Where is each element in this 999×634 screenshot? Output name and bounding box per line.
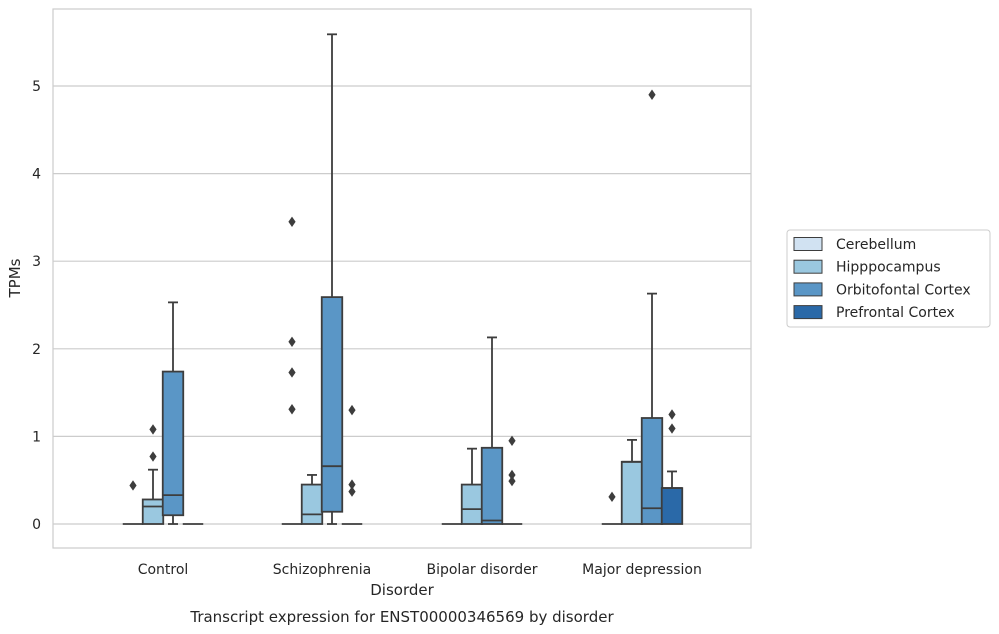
box-orbitofontal-cortex [480, 336, 504, 525]
box-body [640, 417, 664, 525]
box-body [460, 483, 484, 525]
y-tick-label: 1 [32, 429, 41, 445]
x-tick-label: Schizophrenia [273, 562, 371, 578]
legend-label: Prefrontal Cortex [836, 305, 955, 321]
boxes [122, 33, 684, 525]
box-orbitofontal-cortex [320, 33, 344, 525]
chart-title: Transcript expression for ENST0000034656… [189, 608, 614, 626]
outlier-point [508, 469, 516, 481]
legend: Cerebellum Hipppocampus Orbitofontal Corte… [786, 229, 991, 328]
outlier-point [348, 479, 356, 490]
y-tick-labels: 0 1 2 3 4 5 [32, 79, 41, 533]
outlier-point [348, 404, 356, 416]
y-tick-label: 5 [32, 79, 41, 95]
legend-swatch [793, 282, 823, 297]
x-tick-label: Control [138, 562, 189, 578]
outlier-point [648, 89, 656, 100]
outlier-point [668, 423, 676, 434]
box-body [320, 296, 344, 513]
legend-frame [786, 229, 991, 328]
outlier-point [129, 480, 137, 491]
x-tick-label: Bipolar disorder [426, 562, 537, 578]
legend-swatch [793, 305, 823, 320]
y-tick-label: 0 [32, 517, 41, 533]
outlier-point [508, 435, 516, 446]
outliers [129, 89, 676, 503]
box-body [620, 460, 644, 525]
x-tick-label: Major depression [582, 562, 702, 578]
box-orbitofontal-cortex [161, 301, 185, 525]
y-tick-label: 3 [32, 254, 41, 270]
y-tick-label: 4 [32, 167, 41, 183]
x-tick-labels: Control Schizophrenia Bipolar disorder Majo… [138, 562, 702, 578]
box-hipppocampus [141, 468, 165, 525]
legend-swatch [793, 237, 823, 251]
outlier-point [608, 491, 616, 503]
box-body [141, 498, 165, 525]
outlier-point [668, 409, 676, 420]
box-body [300, 483, 324, 525]
box-body [660, 487, 684, 525]
box-body [480, 446, 504, 525]
legend-swatch [793, 259, 823, 274]
outlier-point [348, 486, 356, 497]
outlier-point [149, 424, 157, 435]
outlier-point [149, 451, 157, 462]
legend-label: Cerebellum [836, 237, 916, 253]
outlier-point [288, 336, 296, 347]
legend-label: Orbitofontal Cortex [836, 282, 971, 298]
outlier-point [288, 367, 296, 378]
y-tick-label: 2 [32, 342, 41, 358]
legend-entries: Cerebellum Hipppocampus Orbitofontal Corte… [793, 237, 971, 321]
legend-label: Hipppocampus [836, 260, 941, 276]
box-body [161, 370, 185, 517]
box-orbitofontal-cortex [640, 292, 664, 525]
y-axis-label: TPMs [6, 258, 24, 298]
plot-area-frame [52, 8, 752, 549]
outlier-point [508, 475, 516, 487]
outlier-point [288, 404, 296, 415]
box-prefrontal-cortex [660, 470, 684, 525]
outlier-point [288, 216, 296, 227]
x-axis-label: Disorder [370, 581, 434, 599]
